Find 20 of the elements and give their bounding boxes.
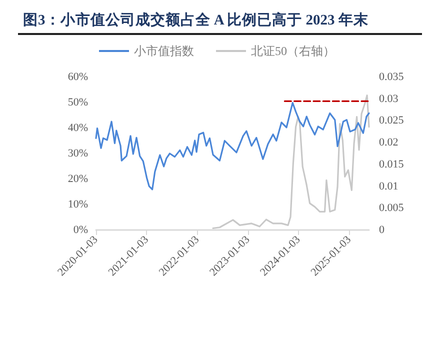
y-tick-label: 0% (73, 224, 88, 236)
y-tick-label: 10% (68, 198, 88, 210)
y-tick-label: 30% (68, 148, 88, 160)
y2-tick-label: 0.03 (379, 92, 399, 105)
y-tick-label: 50% (68, 96, 88, 108)
y-tick-label: 60% (68, 71, 88, 83)
y-tick-label: 20% (68, 173, 88, 185)
y2-tick-label: 0.015 (379, 158, 404, 170)
y2-tick-label: 0.005 (379, 202, 404, 214)
line-series (95, 102, 370, 190)
y2-tick-label: 0.01 (379, 180, 398, 192)
y2-tick-label: 0.02 (379, 136, 398, 149)
legend-label: 北证50（右轴） (251, 44, 335, 58)
chart-title: 图3：小市值公司成交额占全 A 比例已高于 2023 年末 (23, 10, 370, 28)
legend-label: 小市值指数 (134, 44, 194, 58)
y-tick-label: 40% (68, 122, 88, 134)
y2-tick-label: 0 (379, 224, 385, 236)
y2-tick-label: 0.035 (379, 71, 404, 83)
line-series (212, 94, 370, 230)
y2-tick-label: 0.025 (379, 114, 404, 127)
